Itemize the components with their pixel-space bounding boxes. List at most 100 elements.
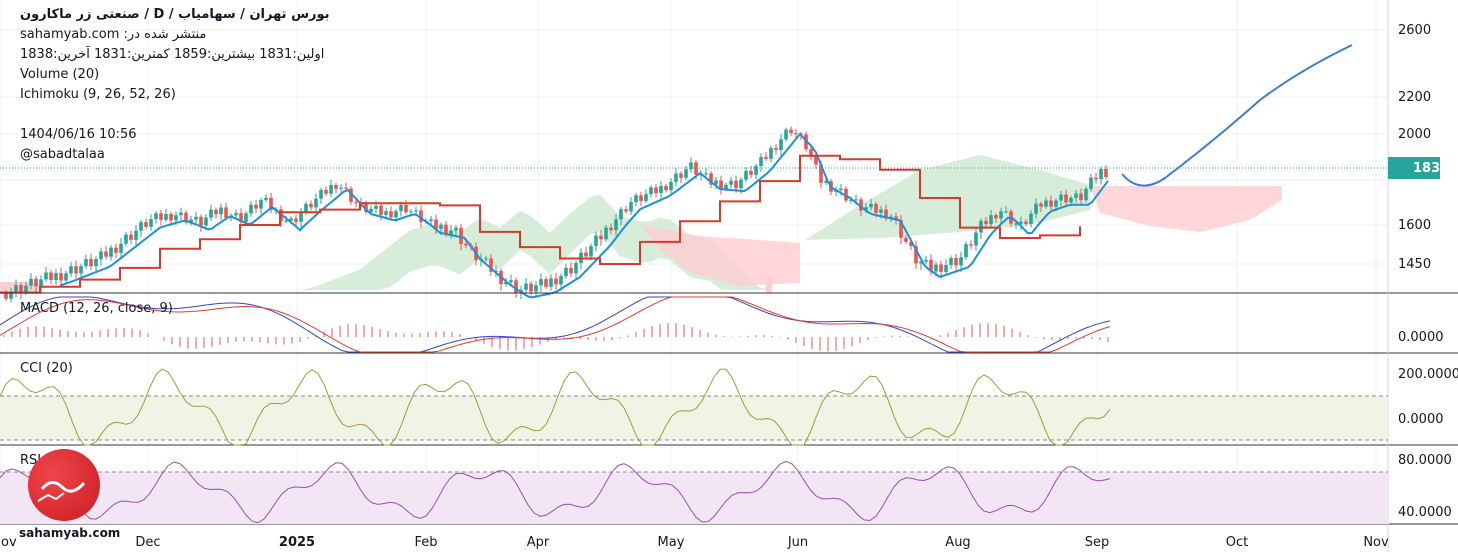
candle-body-180 bbox=[904, 237, 908, 242]
volume-label[interactable]: Volume (20) bbox=[20, 67, 100, 82]
candle-body-75 bbox=[379, 205, 383, 215]
candle-body-18 bbox=[94, 259, 98, 267]
ichimoku-label[interactable]: Ichimoku (9, 26, 52, 26) bbox=[20, 87, 176, 102]
candle-body-216 bbox=[1084, 188, 1088, 201]
candle-body-89 bbox=[449, 230, 453, 235]
ohlc-line: اولین:1831 بیشترین:1859 کمترین:1831 آخری… bbox=[20, 47, 325, 62]
candle-body-162 bbox=[814, 156, 818, 165]
candle-body-202 bbox=[1014, 223, 1018, 225]
last-price-badge bbox=[1388, 157, 1440, 179]
candle-body-125 bbox=[629, 202, 633, 212]
candle-body-3 bbox=[19, 285, 23, 293]
candle-body-169 bbox=[849, 199, 853, 201]
macd-tick-0: 0.0000 bbox=[1398, 330, 1444, 345]
candle-body-154 bbox=[774, 148, 778, 151]
candle-body-39 bbox=[199, 216, 203, 226]
candle-body-127 bbox=[639, 195, 643, 201]
cci-band bbox=[0, 396, 1388, 440]
candle-body-33 bbox=[169, 213, 173, 221]
candle-body-40 bbox=[204, 217, 208, 226]
cci-label[interactable]: CCI (20) bbox=[20, 361, 73, 376]
candle-body-206 bbox=[1034, 203, 1038, 214]
macd-label[interactable]: MACD (12, 26, close, 9) bbox=[20, 301, 173, 316]
candle-body-16 bbox=[84, 259, 88, 267]
candle-body-78 bbox=[394, 211, 398, 218]
candle-body-46 bbox=[234, 213, 238, 216]
candle-body-12 bbox=[64, 273, 68, 281]
candle-body-144 bbox=[724, 184, 728, 189]
candle-body-187 bbox=[939, 264, 943, 272]
candle-body-62 bbox=[314, 198, 318, 208]
candle-body-196 bbox=[984, 220, 988, 225]
candle-body-183 bbox=[919, 261, 923, 264]
candle-body-113 bbox=[569, 267, 573, 274]
time-tick-0: Nov bbox=[0, 535, 17, 550]
rsi-line bbox=[0, 460, 1111, 524]
candle-body-9 bbox=[49, 272, 53, 280]
candle-body-181 bbox=[909, 241, 913, 247]
time-tick-3: Feb bbox=[414, 535, 437, 550]
candle-body-122 bbox=[614, 219, 618, 231]
candle-body-218 bbox=[1094, 177, 1098, 179]
macd-signal-line bbox=[0, 296, 1111, 353]
candle-body-21 bbox=[109, 247, 113, 257]
time-tick-10: Nov bbox=[1363, 535, 1389, 550]
cci-tick-0: 0.0000 bbox=[1398, 412, 1444, 427]
candle-body-119 bbox=[599, 235, 603, 240]
candle-body-51 bbox=[259, 199, 263, 209]
candle-body-157 bbox=[789, 129, 793, 134]
candle-body-10 bbox=[54, 273, 58, 280]
candle-body-86 bbox=[434, 219, 438, 229]
candle-body-15 bbox=[79, 266, 83, 274]
candle-body-29 bbox=[149, 219, 153, 227]
last-price-label: 1838 bbox=[1413, 161, 1449, 176]
candle-body-176 bbox=[884, 209, 888, 219]
kumo-bear-area-2 bbox=[1090, 186, 1282, 232]
candle-body-197 bbox=[989, 215, 993, 225]
candle-body-156 bbox=[784, 129, 788, 140]
candle-body-68 bbox=[344, 187, 348, 189]
macd-line bbox=[0, 296, 1111, 353]
candle-body-217 bbox=[1089, 177, 1093, 189]
candle-body-20 bbox=[104, 251, 108, 257]
candle-body-114 bbox=[574, 262, 578, 274]
projection-line bbox=[1121, 44, 1353, 187]
candle-body-173 bbox=[869, 203, 873, 208]
candle-body-111 bbox=[559, 276, 563, 285]
candle-body-4 bbox=[24, 285, 28, 293]
time-tick-8: Sep bbox=[1085, 535, 1110, 550]
candle-body-182 bbox=[914, 246, 918, 264]
candle-body-63 bbox=[319, 189, 323, 199]
candle-body-151 bbox=[759, 156, 763, 167]
candle-body-106 bbox=[534, 285, 538, 292]
candle-body-107 bbox=[539, 279, 543, 286]
candle-body-152 bbox=[764, 156, 768, 159]
candle-body-11 bbox=[59, 273, 63, 281]
candle-body-42 bbox=[214, 209, 218, 215]
candle-body-61 bbox=[309, 203, 313, 208]
candle-body-126 bbox=[634, 195, 638, 203]
rsi-band bbox=[0, 472, 1388, 524]
candle-body-121 bbox=[609, 227, 613, 231]
candle-body-34 bbox=[174, 215, 178, 221]
time-tick-6: Jun bbox=[787, 535, 808, 550]
logo-text: sahamyab.com bbox=[19, 526, 121, 540]
candle-body-91 bbox=[459, 227, 463, 244]
candle-body-184 bbox=[924, 259, 928, 262]
time-tick-4: Apr bbox=[527, 535, 550, 550]
chart-title: صنعتی زر ماکارون / D / بورس تهران / سهام… bbox=[20, 7, 330, 22]
candle-body-161 bbox=[809, 149, 813, 157]
candle-body-26 bbox=[134, 230, 138, 240]
candle-body-150 bbox=[754, 166, 758, 175]
candle-body-49 bbox=[249, 204, 253, 214]
candle-body-194 bbox=[974, 232, 978, 246]
price-tick-2200: 2200 bbox=[1398, 90, 1431, 105]
candle-body-102 bbox=[514, 280, 518, 293]
candle-body-149 bbox=[749, 170, 753, 175]
candle-body-186 bbox=[934, 264, 938, 272]
cci-tick-200: 200.0000 bbox=[1398, 367, 1458, 382]
candle-body-8 bbox=[44, 272, 48, 280]
candle-body-72 bbox=[364, 202, 368, 212]
candle-body-66 bbox=[334, 185, 338, 189]
candle-body-13 bbox=[69, 266, 73, 274]
